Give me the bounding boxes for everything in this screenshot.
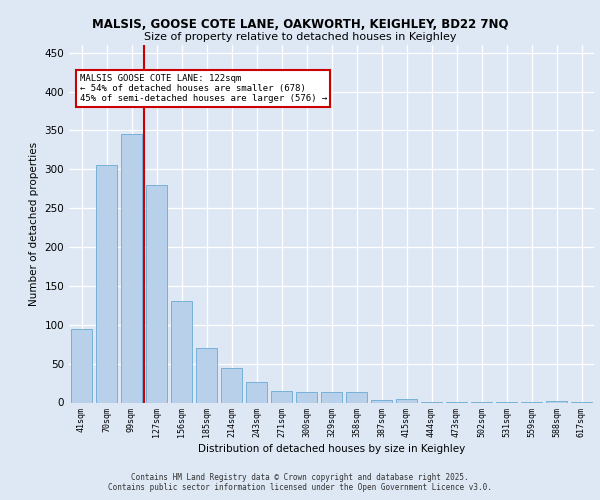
Text: MALSIS GOOSE COTE LANE: 122sqm
← 54% of detached houses are smaller (678)
45% of: MALSIS GOOSE COTE LANE: 122sqm ← 54% of … [79, 74, 327, 104]
Bar [171, 302, 192, 402]
Bar [296, 392, 317, 402]
Y-axis label: Number of detached properties: Number of detached properties [29, 142, 39, 306]
Bar [96, 166, 117, 402]
Bar [396, 400, 417, 402]
Bar [71, 328, 92, 402]
Bar [271, 391, 292, 402]
Text: Contains HM Land Registry data © Crown copyright and database right 2025.
Contai: Contains HM Land Registry data © Crown c… [108, 473, 492, 492]
X-axis label: Distribution of detached houses by size in Keighley: Distribution of detached houses by size … [198, 444, 465, 454]
Bar [346, 392, 367, 402]
Bar [246, 382, 267, 402]
Bar [371, 400, 392, 402]
Bar [546, 401, 567, 402]
Bar [321, 392, 342, 402]
Bar [146, 185, 167, 402]
Bar [121, 134, 142, 402]
Bar [221, 368, 242, 402]
Text: Size of property relative to detached houses in Keighley: Size of property relative to detached ho… [144, 32, 456, 42]
Bar [196, 348, 217, 403]
Text: MALSIS, GOOSE COTE LANE, OAKWORTH, KEIGHLEY, BD22 7NQ: MALSIS, GOOSE COTE LANE, OAKWORTH, KEIGH… [92, 18, 508, 30]
